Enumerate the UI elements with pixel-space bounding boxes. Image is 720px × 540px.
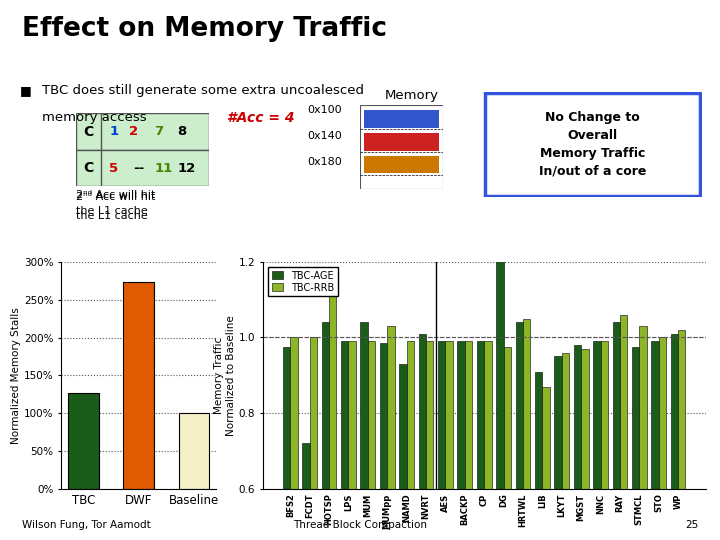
Text: memory access: memory access: [42, 111, 146, 124]
Bar: [426, 341, 433, 540]
Bar: [446, 341, 453, 540]
Bar: [639, 326, 647, 540]
Bar: [368, 341, 375, 540]
Text: #Acc = 4: #Acc = 4: [227, 111, 294, 125]
Text: Wilson Fung, Tor Aamodt: Wilson Fung, Tor Aamodt: [22, 520, 150, 530]
Text: DIVG: DIVG: [342, 538, 374, 540]
Legend: TBC-AGE, TBC-RRB: TBC-AGE, TBC-RRB: [268, 267, 338, 296]
Bar: [322, 322, 329, 540]
Bar: [387, 326, 395, 540]
Text: C: C: [83, 161, 93, 175]
Text: COHE: COHE: [544, 538, 580, 540]
Text: ■: ■: [20, 84, 32, 97]
Bar: [516, 322, 523, 540]
Bar: [600, 341, 608, 540]
Bar: [535, 372, 542, 540]
Bar: [620, 315, 627, 540]
Text: Memory: Memory: [385, 89, 439, 102]
Text: Effect on Memory Traffic: Effect on Memory Traffic: [22, 16, 387, 42]
Bar: [310, 338, 317, 540]
Text: Thread Block Compaction: Thread Block Compaction: [293, 520, 427, 530]
Bar: [302, 443, 310, 540]
Bar: [361, 322, 368, 540]
Text: the L1 cache: the L1 cache: [76, 206, 148, 217]
Text: C: C: [83, 125, 93, 139]
Y-axis label: Normalized Memory Stalls: Normalized Memory Stalls: [11, 307, 21, 444]
Text: 2ⁿᵈ Acc will hit: 2ⁿᵈ Acc will hit: [76, 192, 155, 202]
Bar: [364, 110, 438, 128]
Bar: [407, 341, 414, 540]
Bar: [348, 341, 356, 540]
Y-axis label: Memory Traffic
Normalized to Baseline: Memory Traffic Normalized to Baseline: [214, 315, 235, 436]
Text: 0x180: 0x180: [307, 157, 342, 167]
Bar: [457, 341, 465, 540]
Bar: [438, 341, 446, 540]
Bar: [678, 330, 685, 540]
Bar: [671, 334, 678, 540]
Bar: [364, 156, 438, 173]
Bar: [179, 413, 209, 489]
Bar: [123, 282, 154, 489]
Bar: [542, 387, 550, 540]
Bar: [76, 150, 209, 186]
Bar: [485, 341, 492, 540]
Bar: [523, 319, 531, 540]
Bar: [400, 364, 407, 540]
Text: 2.67x: 2.67x: [0, 539, 1, 540]
Bar: [341, 341, 348, 540]
Text: 5: 5: [109, 161, 119, 174]
Bar: [574, 345, 581, 540]
Bar: [613, 322, 620, 540]
Text: 0x140: 0x140: [307, 131, 342, 141]
Text: --: --: [133, 161, 145, 174]
Bar: [283, 347, 290, 540]
Bar: [496, 258, 503, 540]
Bar: [562, 353, 569, 540]
Bar: [659, 338, 666, 540]
Bar: [364, 133, 438, 151]
Bar: [418, 334, 426, 540]
Bar: [632, 347, 639, 540]
Text: 8: 8: [178, 125, 186, 138]
Bar: [554, 356, 562, 540]
Text: 2ⁿᵈ Acc will hit: 2ⁿᵈ Acc will hit: [76, 190, 155, 200]
Text: 11: 11: [155, 161, 173, 174]
Bar: [380, 343, 387, 540]
Bar: [503, 347, 511, 540]
Text: TBC does still generate some extra uncoalesced: TBC does still generate some extra uncoa…: [42, 84, 364, 97]
Text: 0x100: 0x100: [307, 105, 342, 115]
Text: 7: 7: [154, 125, 163, 138]
Text: 12: 12: [178, 161, 197, 174]
Bar: [593, 341, 600, 540]
Text: the L1 cache: the L1 cache: [76, 211, 148, 221]
Text: 2: 2: [130, 125, 138, 138]
Bar: [329, 296, 336, 540]
Bar: [581, 349, 588, 540]
Bar: [290, 338, 297, 540]
Bar: [68, 393, 99, 489]
Text: No Change to
Overall
Memory Traffic
In/out of a core: No Change to Overall Memory Traffic In/o…: [539, 111, 646, 178]
Bar: [76, 113, 209, 150]
Bar: [652, 341, 659, 540]
Text: 25: 25: [685, 520, 698, 530]
Text: 1: 1: [109, 125, 119, 138]
Bar: [465, 341, 472, 540]
Bar: [477, 341, 485, 540]
